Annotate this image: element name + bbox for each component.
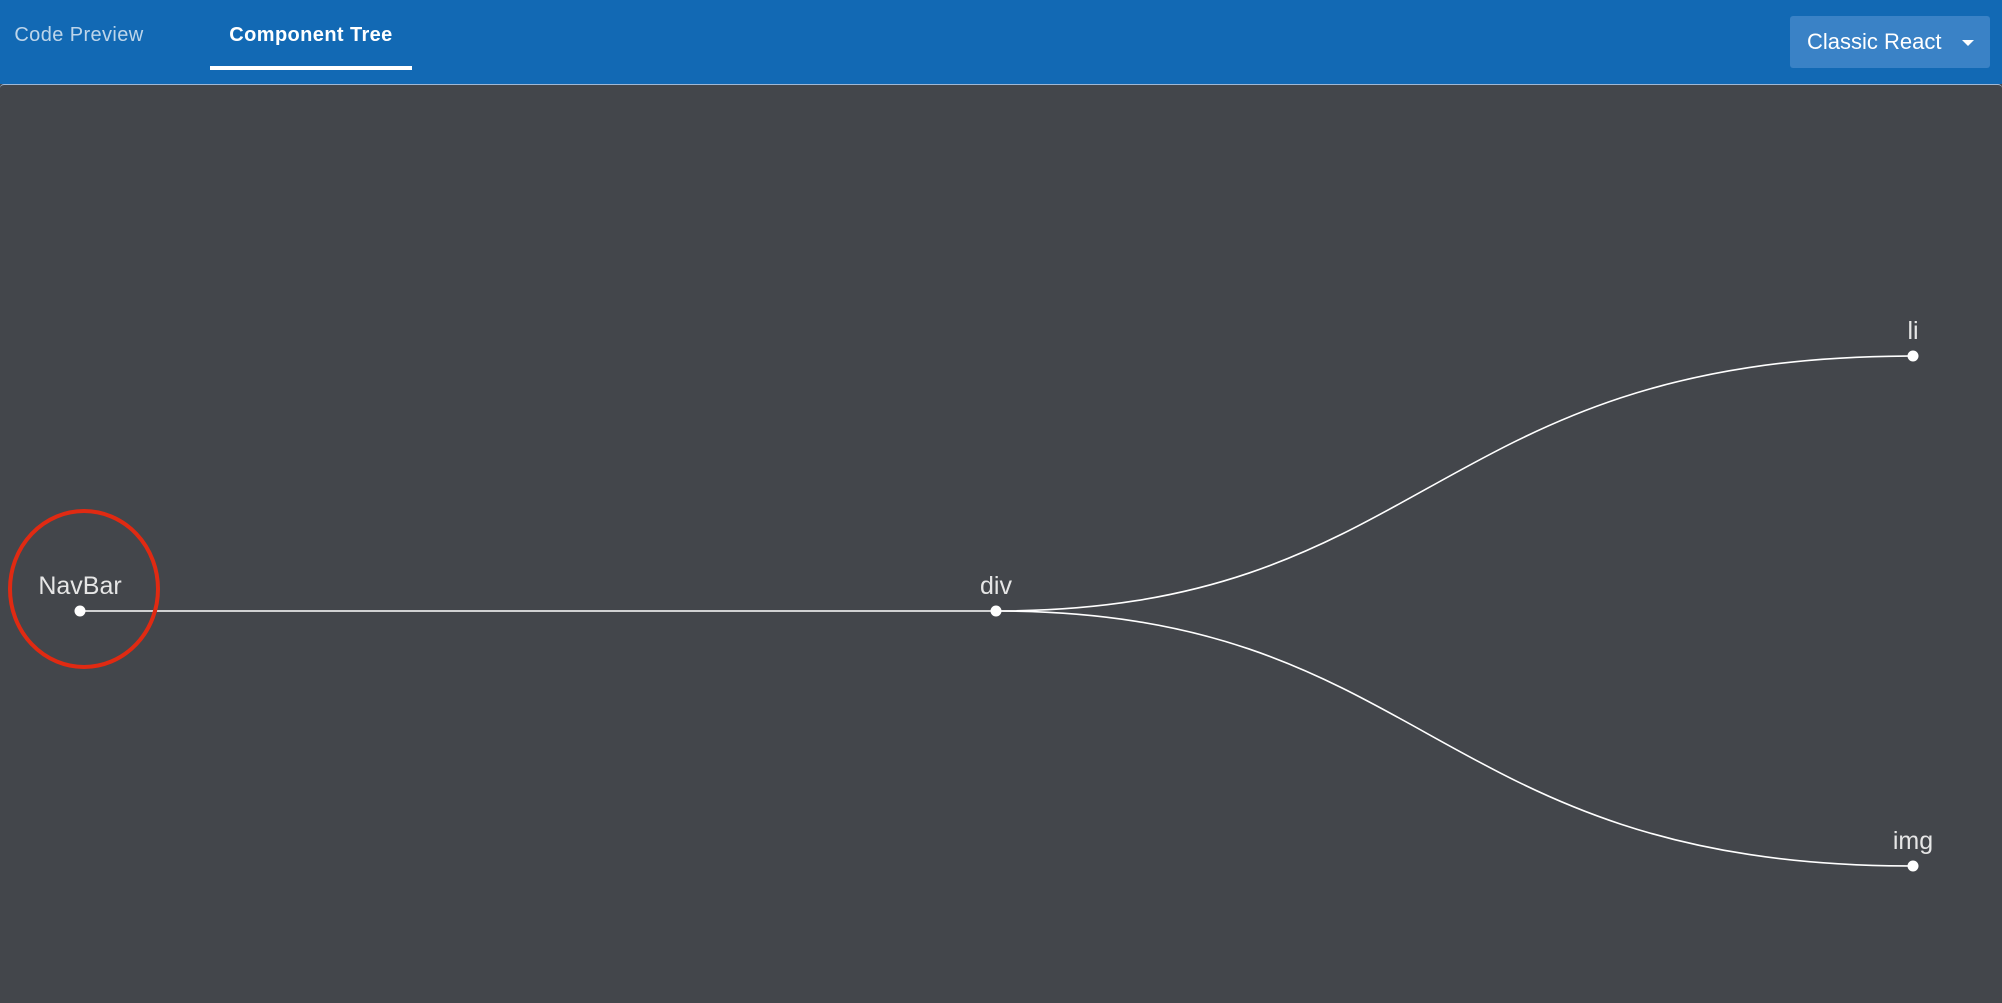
component-tree-canvas[interactable]: NavBar div li img — [0, 85, 2002, 1003]
tree-node-div-label: div — [980, 572, 1012, 600]
tab-component-tree-label: Component Tree — [229, 23, 393, 46]
tree-node-div[interactable]: div — [980, 572, 1012, 617]
tree-node-img-dot — [1907, 860, 1919, 872]
tree-node-li[interactable]: li — [1907, 317, 1919, 362]
tree-node-div-dot — [990, 605, 1002, 617]
tree-link-div-li — [995, 355, 1914, 612]
tree-node-navbar-label: NavBar — [38, 572, 121, 600]
tree-link-div-img — [995, 610, 1914, 867]
framework-select-value: Classic React — [1807, 29, 1942, 54]
tab-code-preview-label: Code Preview — [14, 23, 144, 46]
tab-component-tree[interactable]: Component Tree — [210, 0, 412, 70]
highlight-annotation-circle — [8, 509, 160, 669]
tree-node-li-label: li — [1907, 317, 1918, 345]
caret-down-icon — [1962, 40, 1974, 46]
tree-node-img[interactable]: img — [1893, 827, 1933, 872]
component-tree-panel: NavBar div li img — [0, 84, 2002, 1003]
tree-node-li-dot — [1907, 350, 1919, 362]
top-app-bar: Code Preview Component Tree Classic Reac… — [0, 0, 2002, 84]
framework-select[interactable]: Classic React — [1790, 16, 1990, 68]
tab-code-preview[interactable]: Code Preview — [0, 0, 158, 70]
active-tab-indicator — [210, 66, 412, 70]
tree-node-img-label: img — [1893, 827, 1933, 855]
tree-node-navbar[interactable]: NavBar — [38, 572, 122, 617]
tree-node-navbar-dot — [74, 605, 86, 617]
